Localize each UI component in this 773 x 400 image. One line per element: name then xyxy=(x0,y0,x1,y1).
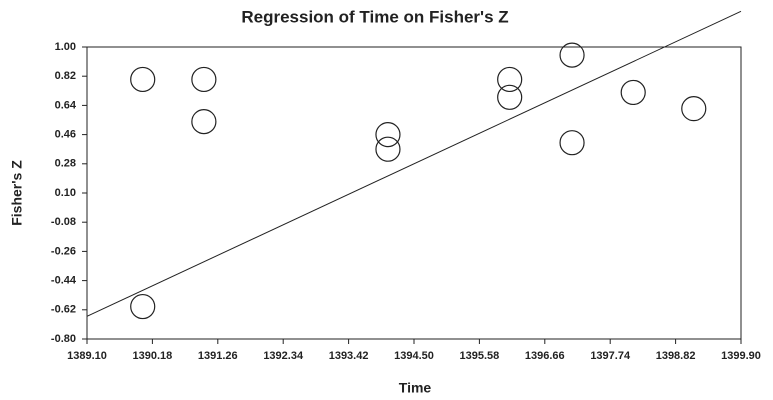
point xyxy=(376,123,400,147)
point xyxy=(131,295,155,319)
point xyxy=(621,80,645,104)
x-tick-label: 1389.10 xyxy=(67,350,107,362)
x-tick-label: 1393.42 xyxy=(329,350,369,362)
point xyxy=(498,85,522,109)
point xyxy=(192,67,216,91)
y-tick-label: -0.26 xyxy=(51,245,76,257)
y-tick-label: 0.82 xyxy=(55,70,76,82)
x-tick-label: 1390.18 xyxy=(133,350,173,362)
x-tick-label: 1392.34 xyxy=(263,350,304,362)
y-tick-label: 0.10 xyxy=(55,187,76,199)
y-tick-label: -0.62 xyxy=(51,304,76,316)
x-tick-label: 1398.82 xyxy=(656,350,696,362)
x-tick-label: 1397.74 xyxy=(590,350,631,362)
x-tick-label: 1396.66 xyxy=(525,350,565,362)
y-tick-label: 0.28 xyxy=(55,158,76,170)
plot-frame xyxy=(87,47,741,339)
y-tick-label: -0.44 xyxy=(51,275,77,287)
regression-line xyxy=(87,11,741,316)
y-tick-label: 0.46 xyxy=(55,129,76,141)
point xyxy=(192,110,216,134)
y-tick-label: -0.80 xyxy=(51,333,76,345)
y-tick-label: -0.08 xyxy=(51,216,76,228)
point xyxy=(682,97,706,121)
point xyxy=(131,67,155,91)
y-tick-label: 1.00 xyxy=(55,41,76,53)
x-tick-label: 1391.26 xyxy=(198,350,238,362)
chart-title: Regression of Time on Fisher's Z xyxy=(241,7,508,26)
point xyxy=(376,137,400,161)
x-axis-title: Time xyxy=(399,380,432,396)
x-tick-label: 1394.50 xyxy=(394,350,434,362)
point xyxy=(498,67,522,91)
page: {"chart_data": {"type": "scatter", "titl… xyxy=(0,0,773,400)
x-tick-label: 1395.58 xyxy=(460,350,500,362)
chart: Regression of Time on Fisher's Z Time Fi… xyxy=(0,0,773,400)
y-tick-label: 0.64 xyxy=(55,99,77,111)
x-tick-label: 1399.90 xyxy=(721,350,761,362)
point xyxy=(560,131,584,155)
y-axis-title: Fisher's Z xyxy=(9,160,25,226)
